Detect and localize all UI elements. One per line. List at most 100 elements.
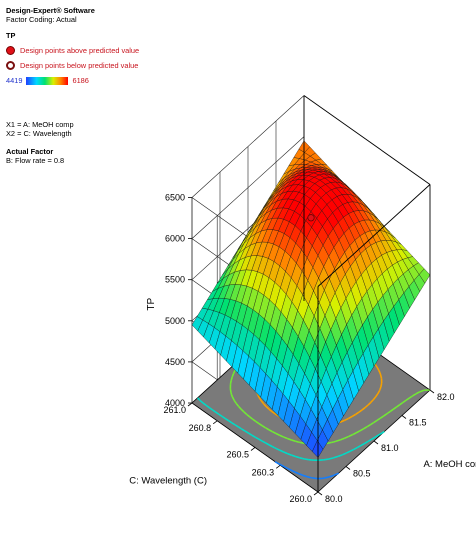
contour-line: [268, 408, 273, 413]
legend-above-label: Design points above predicted value: [20, 45, 140, 55]
contour-line: [274, 446, 277, 450]
contour-line: [257, 394, 261, 399]
contour-line: [252, 418, 257, 423]
contour-line: [364, 404, 369, 409]
contour-line: [283, 451, 288, 455]
contour-line: [372, 396, 377, 401]
contour-line: [340, 419, 345, 423]
color-gradient-bar: [26, 76, 69, 85]
contour-line: [303, 458, 309, 461]
plot-box-front: [303, 95, 431, 492]
contour-line: [351, 413, 356, 418]
contour-line: [298, 473, 304, 477]
y-tick-label: 260.3: [252, 467, 275, 477]
contour-line: [295, 440, 299, 443]
z-tick-label: 6500: [165, 193, 185, 203]
z-tick-label: 5500: [165, 275, 185, 285]
contour-line: [376, 366, 380, 371]
contour-line: [241, 428, 246, 432]
contour-line: [218, 413, 223, 418]
contour-line: [395, 404, 401, 408]
contour-line: [230, 392, 233, 395]
contour-line: [261, 425, 266, 429]
contour-line: [411, 395, 414, 398]
contour-line: [349, 448, 354, 452]
legend-below-label: Design points below predicted value: [20, 61, 139, 70]
contour-line: [325, 458, 330, 461]
contour-line: [229, 389, 232, 394]
contour-line: [367, 424, 371, 427]
contour-line: [238, 405, 242, 410]
x-tick-label: 80.0: [325, 494, 343, 504]
contour-line: [353, 432, 357, 435]
contour-line: [272, 430, 277, 435]
contour-line: [235, 402, 240, 407]
contour-line: [380, 382, 383, 388]
above-point-icon: [6, 45, 15, 55]
x-tick-label: 82.0: [437, 392, 455, 402]
contour-line: [355, 411, 360, 416]
z-tick-label: 5000: [165, 316, 185, 326]
contour-line: [376, 417, 381, 422]
contour-line: [295, 455, 300, 459]
contour-line: [243, 411, 248, 415]
contour-line: [287, 452, 292, 456]
scale-min: 4419: [6, 76, 23, 86]
contour-line: [386, 412, 389, 415]
contour-line: [272, 446, 275, 449]
contour-line: [361, 406, 366, 411]
contour-line: [254, 436, 260, 440]
actual-factor-title: Actual Factor: [6, 147, 54, 156]
contour-line: [378, 432, 383, 436]
contour-line: [205, 404, 210, 409]
contour-line: [233, 399, 236, 403]
z-tick-label: 4000: [165, 398, 185, 408]
contour-line: [258, 438, 263, 442]
contour-line: [379, 373, 383, 379]
box-edge: [303, 95, 431, 185]
contour-line: [381, 430, 385, 434]
contour-line: [328, 474, 334, 478]
z-axis-title: TP: [146, 298, 157, 311]
contour-line: [333, 440, 337, 443]
contour-line: [352, 433, 354, 436]
z-tick-label: 4500: [165, 357, 185, 367]
contour-line: [230, 394, 234, 398]
contour-line: [355, 430, 361, 434]
x-tick: [345, 466, 351, 470]
contour-line: [370, 399, 374, 404]
surface-cell: [418, 268, 431, 284]
legend-above: Design points above predicted value: [6, 46, 166, 55]
contour-line: [415, 391, 421, 395]
contour-line: [283, 465, 289, 470]
contour-line: [275, 447, 281, 452]
contour-line: [234, 401, 237, 404]
software-title: Design-Expert® Software: [6, 6, 95, 15]
contour-line: [299, 457, 303, 460]
contour-line: [412, 393, 417, 397]
y-tick-label: 260.5: [226, 450, 249, 460]
contour-line: [234, 424, 239, 428]
x-tick-label: 81.5: [409, 418, 427, 428]
contour-line: [371, 436, 376, 440]
contour-line: [405, 397, 410, 401]
contour-line: [358, 409, 363, 413]
contour-line: [302, 474, 308, 478]
contour-line: [265, 406, 270, 410]
x-tick: [317, 491, 323, 496]
contour-line: [306, 475, 311, 479]
box-edge: [317, 184, 431, 287]
contour-line: [202, 402, 207, 407]
contour-line: [268, 429, 273, 433]
contour-line: [331, 441, 335, 444]
contour-line: [280, 464, 285, 468]
contour-line: [260, 400, 265, 405]
contour-line: [374, 434, 379, 438]
contour-line: [379, 386, 382, 391]
contour-line: [342, 437, 345, 440]
contour-line: [276, 462, 282, 466]
contour-line: [231, 396, 235, 401]
contour-line: [231, 422, 236, 426]
contour-line: [291, 439, 296, 443]
